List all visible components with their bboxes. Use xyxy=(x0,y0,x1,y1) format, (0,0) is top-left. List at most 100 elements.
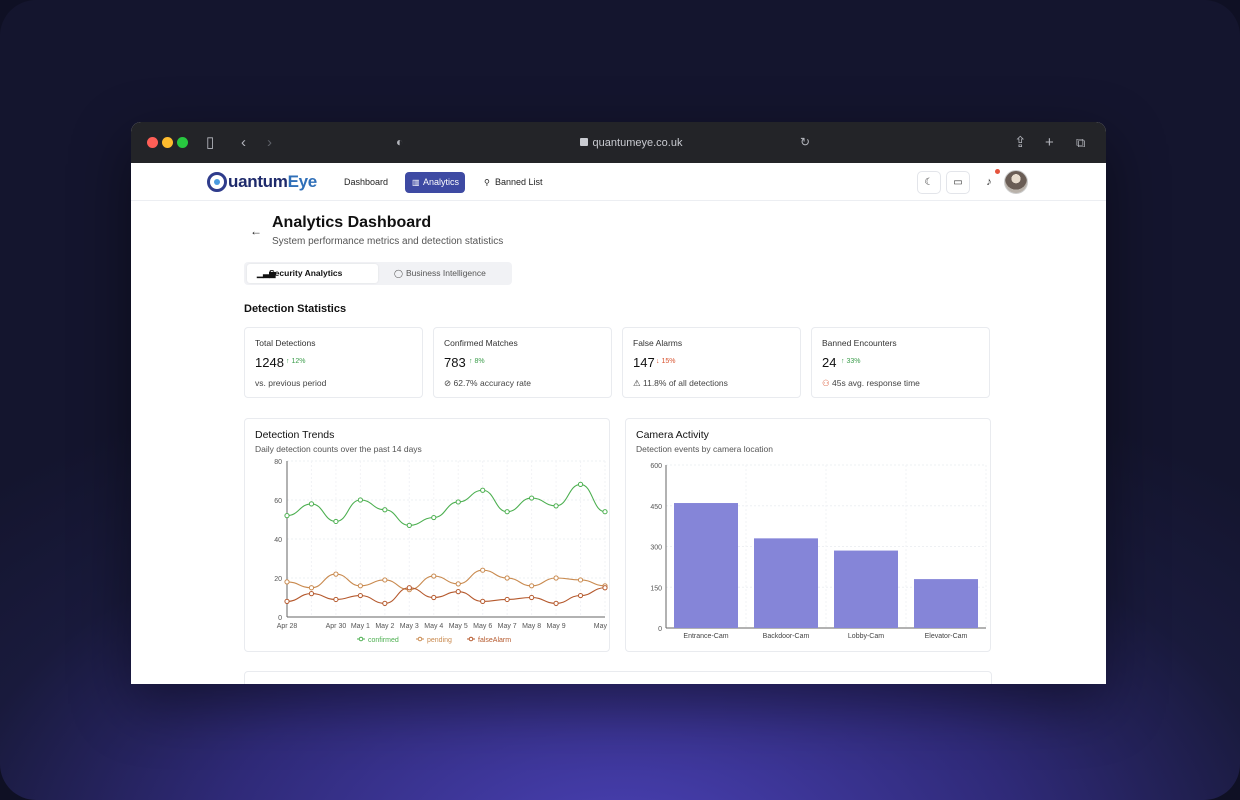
tab-security-analytics[interactable]: ▁▃▅ Security Analytics xyxy=(247,264,378,283)
stat-label: Banned Encounters xyxy=(822,338,897,348)
x-tick-label: Apr 30 xyxy=(326,623,347,630)
x-tick-label: May 5 xyxy=(449,623,468,630)
stat-note: ⊘ 62.7% accuracy rate xyxy=(444,378,531,388)
share-icon[interactable]: ⇪ xyxy=(1014,134,1027,151)
data-point-pending xyxy=(480,567,486,573)
stat-label: Confirmed Matches xyxy=(444,338,518,348)
check-circle-icon: ⊘ xyxy=(444,378,452,388)
camera-activity-card: Camera Activity Detection events by came… xyxy=(625,418,991,652)
stat-label: False Alarms xyxy=(633,338,683,348)
browser-titlebar: ▯ ‹ › ◐ quantumeye.co.uk ↻ ⇪ + ⧉ xyxy=(131,122,1106,163)
logo[interactable]: uantumEye xyxy=(207,171,317,193)
data-point-pending xyxy=(284,579,290,585)
detection-trends-chart: 0 20 40 60 80 Apr 28 Apr 30 May 1 May 2 May 3 May … xyxy=(274,459,609,644)
tabs-icon[interactable]: ⧉ xyxy=(1076,135,1086,150)
user-alert-icon: ⚇ xyxy=(822,378,830,388)
data-point-falseAlarm xyxy=(455,589,461,595)
back-icon[interactable]: ‹ xyxy=(241,134,246,151)
page-title: Analytics Dashboard xyxy=(272,214,432,231)
address-bar[interactable]: quantumeye.co.uk xyxy=(551,134,711,152)
user-plus-icon: ⚲ xyxy=(484,178,490,187)
reload-icon[interactable]: ↻ xyxy=(800,135,811,149)
tab-business-intelligence[interactable]: ◯ Business Intelligence xyxy=(384,264,509,283)
nav-banned-list[interactable]: ⚲ Banned List xyxy=(479,172,549,193)
data-point-falseAlarm xyxy=(308,591,315,597)
legend-item-falseAlarm: falseAlarm xyxy=(467,636,511,644)
x-tick-label: May 1 xyxy=(351,623,370,630)
x-tick-label: May 4 xyxy=(424,623,443,630)
warning-icon: ⚠ xyxy=(633,378,641,388)
maximize-window-button[interactable] xyxy=(177,137,188,148)
legend-label: falseAlarm xyxy=(478,637,511,644)
shield-icon[interactable]: ◐ xyxy=(396,135,404,149)
minimize-window-button[interactable] xyxy=(162,137,173,148)
data-point-confirmed xyxy=(431,514,437,521)
chart-title: Camera Activity xyxy=(636,429,709,441)
chart-title: Detection Trends xyxy=(255,429,335,441)
theme-toggle-button[interactable]: ☾ xyxy=(917,171,941,194)
bar-backdoor-cam xyxy=(754,538,818,628)
sidebar-icon[interactable]: ▯ xyxy=(206,134,215,151)
back-arrow-icon[interactable]: ← xyxy=(250,224,262,238)
new-tab-icon[interactable]: + xyxy=(1045,134,1054,151)
x-tick-label: Entrance-Cam xyxy=(683,633,728,640)
data-point-pending xyxy=(382,577,388,583)
monitor-icon: ▭ xyxy=(953,177,963,188)
browser-window: ▯ ‹ › ◐ quantumeye.co.uk ↻ ⇪ + ⧉ uantumE… xyxy=(131,122,1106,684)
data-point-pending xyxy=(333,571,339,577)
bar-elevator-cam xyxy=(914,579,978,628)
x-tick-label: May 7 xyxy=(498,623,517,630)
notifications-button[interactable]: ♪ xyxy=(979,171,999,194)
data-point-confirmed xyxy=(455,499,461,505)
bar-entrance-cam xyxy=(674,503,738,628)
data-point-falseAlarm xyxy=(431,594,437,601)
forward-icon[interactable]: › xyxy=(267,134,272,151)
nav-analytics[interactable]: ▥ Analytics xyxy=(405,172,466,193)
data-point-pending xyxy=(529,583,535,589)
y-tick-label: 0 xyxy=(658,626,662,633)
data-point-falseAlarm xyxy=(553,600,559,606)
stat-note: vs. previous period xyxy=(255,378,327,388)
x-tick-label: May 9 xyxy=(547,623,566,630)
nav-dashboard[interactable]: Dashboard xyxy=(344,177,389,187)
moon-icon: ☾ xyxy=(924,177,934,188)
data-point-falseAlarm xyxy=(382,600,388,606)
next-section-card xyxy=(244,671,992,684)
data-point-pending xyxy=(455,581,461,587)
bar-chart-icon: ▁▃▅ xyxy=(257,269,276,278)
display-button[interactable]: ▭ xyxy=(946,171,970,194)
data-point-falseAlarm xyxy=(333,596,339,603)
close-window-button[interactable] xyxy=(147,137,158,148)
data-point-confirmed xyxy=(382,507,388,513)
legend-marker xyxy=(417,636,423,642)
y-tick-label: 300 xyxy=(650,545,662,552)
stat-value: 1248 xyxy=(255,355,284,370)
data-point-falseAlarm xyxy=(577,592,584,599)
legend-marker xyxy=(468,636,474,642)
trend-up-indicator: ↑ 8% xyxy=(469,358,485,365)
stat-card-false-alarms: False Alarms 147 ↓ 15% ⚠ 11.8% of all de… xyxy=(622,327,801,398)
y-tick-label: 0 xyxy=(278,615,282,622)
y-tick-label: 60 xyxy=(274,498,282,505)
y-tick-label: 450 xyxy=(650,504,662,511)
url-text: quantumeye.co.uk xyxy=(592,137,683,149)
data-point-falseAlarm xyxy=(504,596,510,603)
tab-business-intelligence-label: Business Intelligence xyxy=(406,268,486,278)
data-point-confirmed xyxy=(480,487,486,493)
data-point-falseAlarm xyxy=(480,598,486,604)
y-tick-label: 40 xyxy=(274,537,282,544)
data-point-falseAlarm xyxy=(406,585,412,591)
stat-value: 783 xyxy=(444,355,466,370)
data-point-falseAlarm xyxy=(284,598,290,604)
x-tick-label: May 11 xyxy=(594,623,609,630)
data-point-falseAlarm xyxy=(357,592,363,599)
data-point-pending xyxy=(308,585,315,591)
user-icon: ◯ xyxy=(394,269,403,278)
nav-banned-list-label: Banned List xyxy=(495,177,543,187)
avatar[interactable] xyxy=(1004,170,1028,194)
lock-icon xyxy=(579,138,588,146)
detection-trends-card: Detection Trends Daily detection counts … xyxy=(244,418,610,652)
data-point-confirmed xyxy=(504,509,510,515)
bar-lobby-cam xyxy=(834,550,898,628)
page-subtitle: System performance metrics and detection… xyxy=(272,236,504,247)
